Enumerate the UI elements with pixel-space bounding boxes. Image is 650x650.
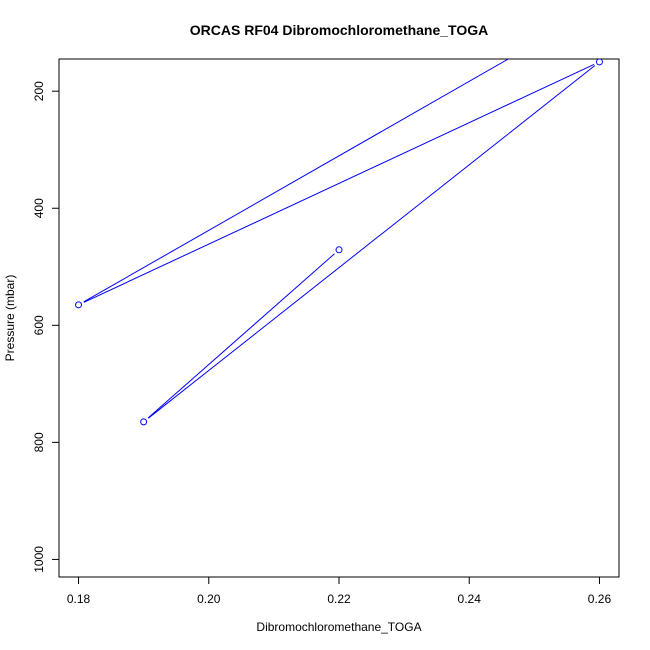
x-tick-label: 0.26 <box>588 592 612 606</box>
y-tick-label: 800 <box>32 432 46 452</box>
x-tick-label: 0.20 <box>197 592 221 606</box>
y-axis-label: Pressure (mbar) <box>3 275 17 362</box>
x-tick-label: 0.24 <box>458 592 482 606</box>
series-segment <box>83 64 595 303</box>
x-tick-label: 0.22 <box>327 592 351 606</box>
chart-title: ORCAS RF04 Dibromochloromethane_TOGA <box>190 22 488 38</box>
plot-area-frame <box>58 58 620 578</box>
y-axis: 200 400 600 800 1000 <box>32 81 60 573</box>
series-layer <box>75 59 603 426</box>
y-tick-label: 200 <box>32 81 46 101</box>
x-axis-label: Dibromochloromethane_TOGA <box>256 620 421 634</box>
series-segment <box>147 253 335 419</box>
data-point <box>140 418 148 426</box>
data-point <box>75 301 83 309</box>
series-segment <box>148 65 596 419</box>
y-tick-label: 400 <box>32 198 46 218</box>
x-tick-label: 0.18 <box>67 592 91 606</box>
data-point <box>335 246 343 254</box>
y-tick-label: 1000 <box>32 546 46 573</box>
data-point <box>595 59 603 66</box>
y-tick-label: 600 <box>32 315 46 335</box>
x-axis: 0.18 0.20 0.22 0.24 0.26 <box>67 576 612 606</box>
series-segment <box>83 59 509 303</box>
